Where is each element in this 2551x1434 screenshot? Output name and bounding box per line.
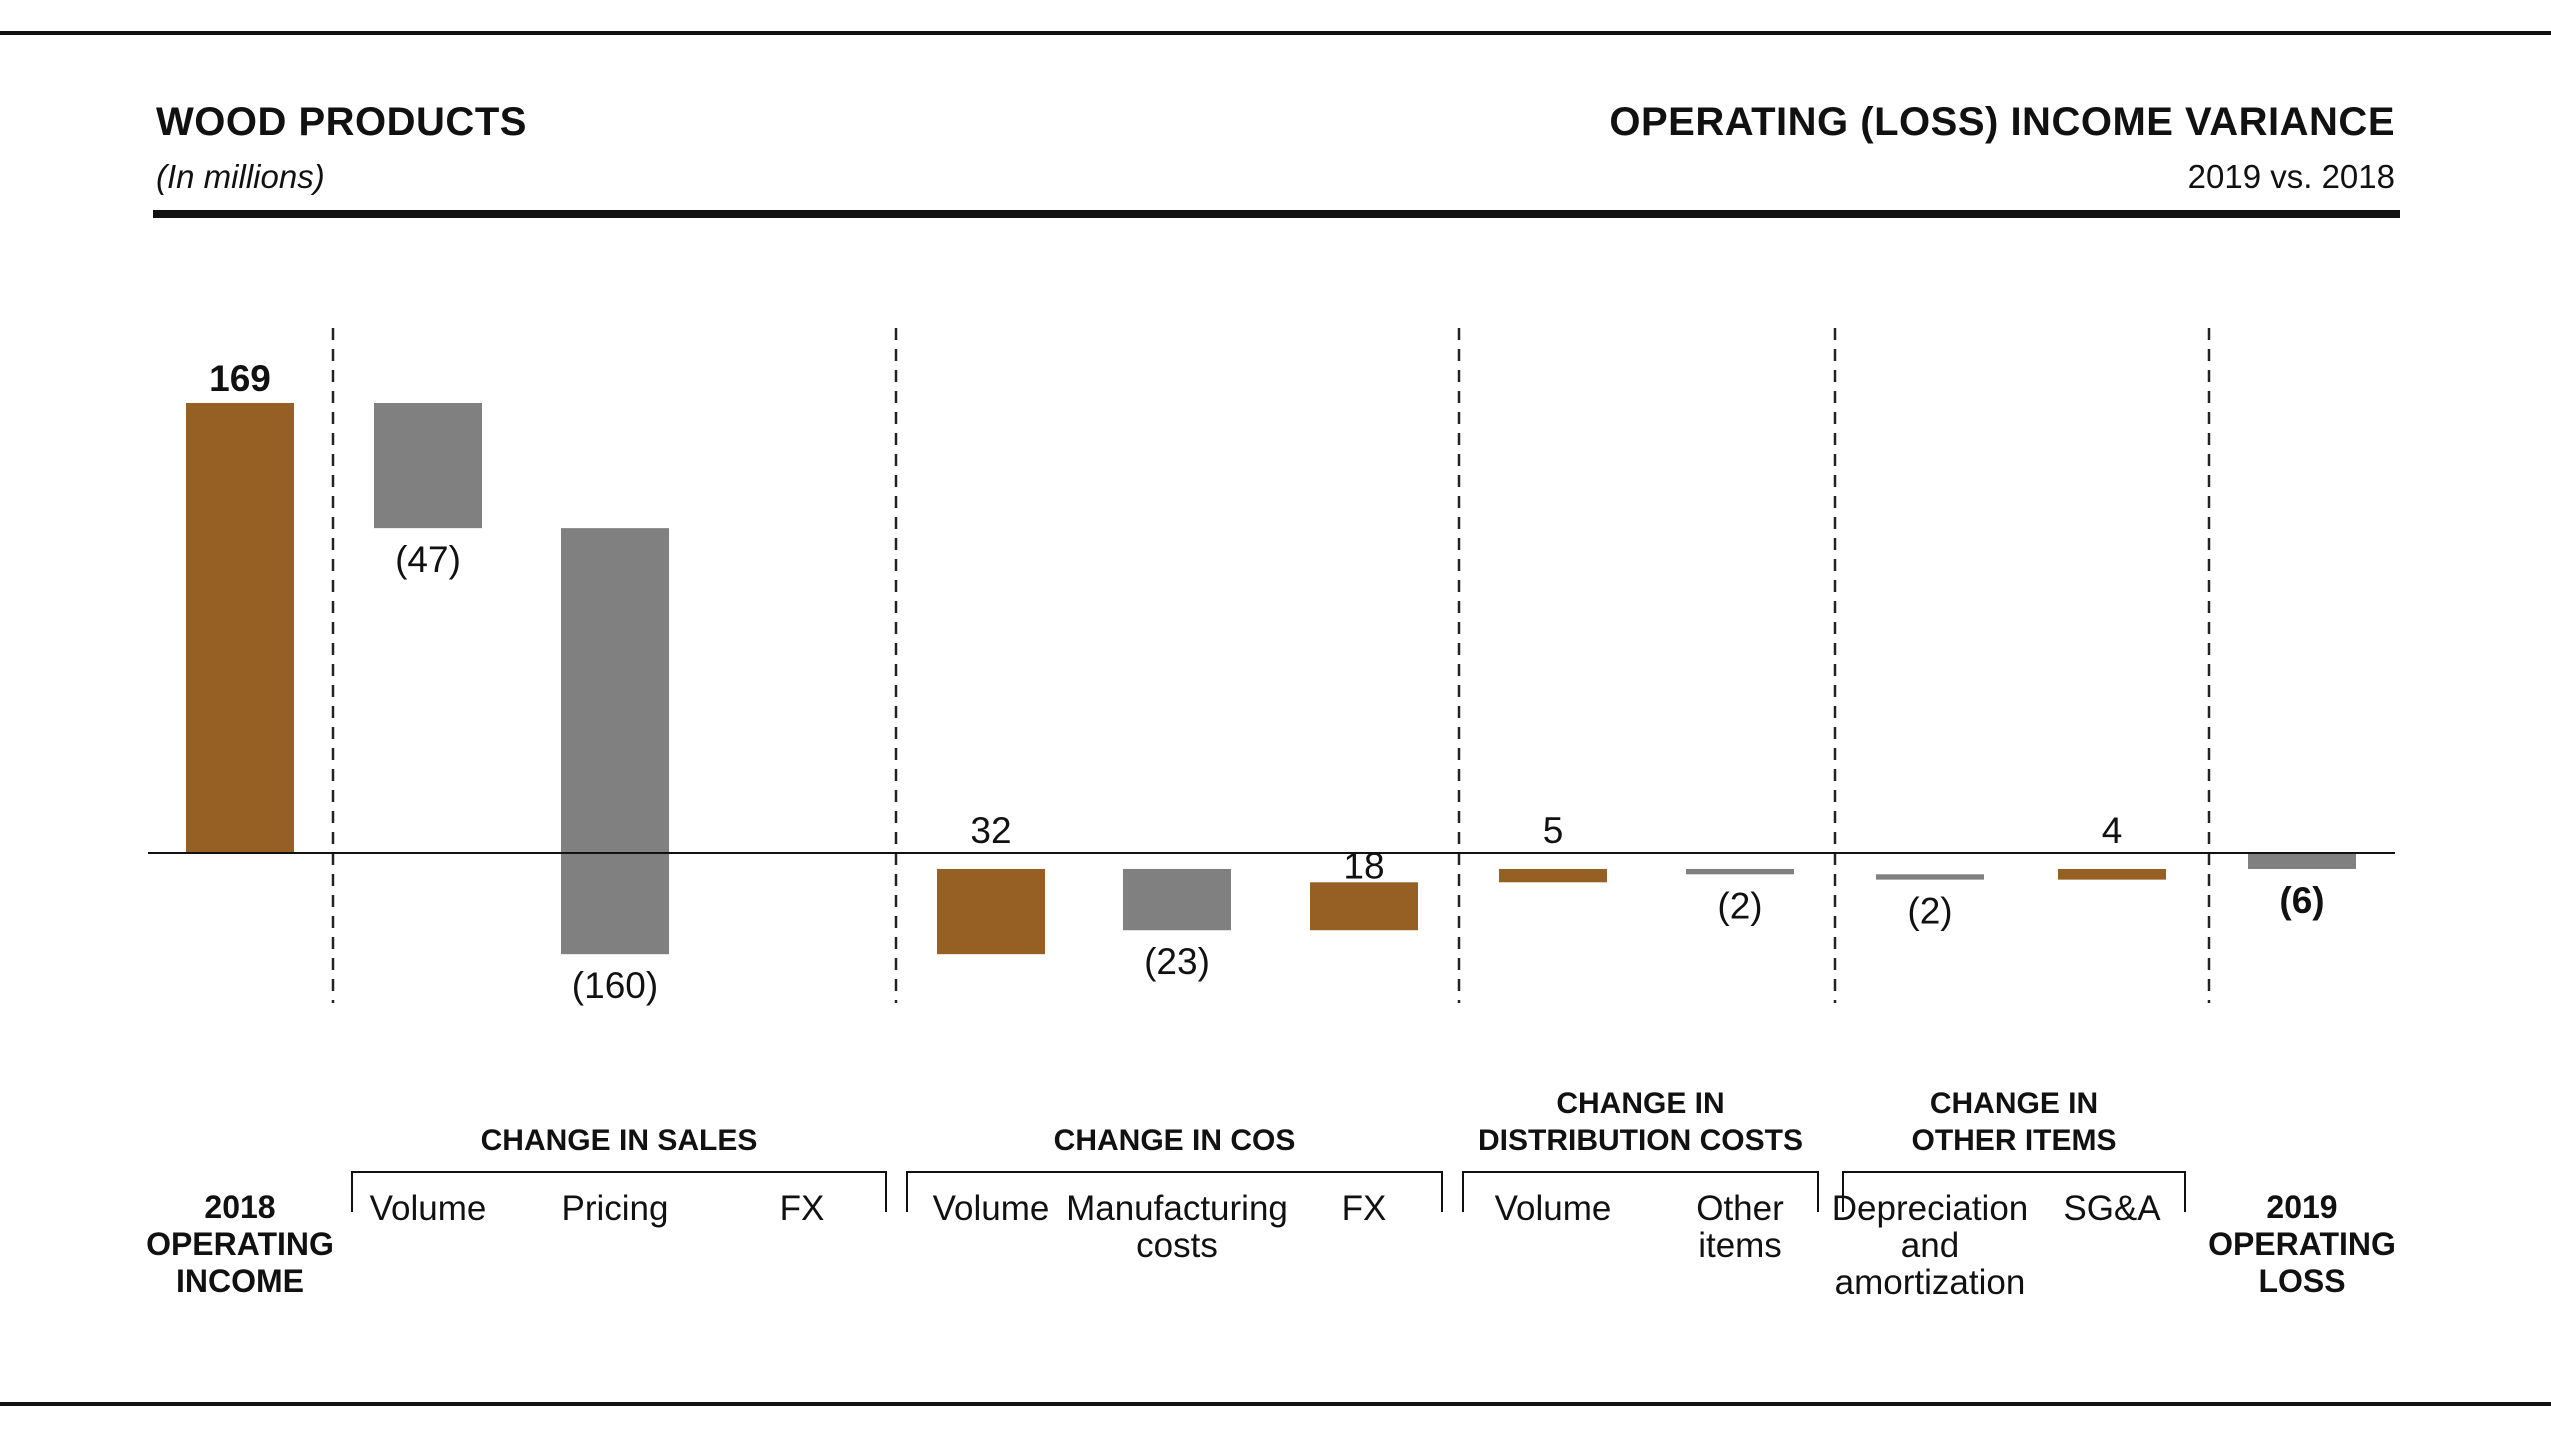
section-title: WOOD PRODUCTS	[156, 100, 527, 144]
period-label: 2019 vs. 2018	[2187, 158, 2395, 195]
category-label: Volume	[1495, 1189, 1612, 1228]
data-label: 4	[2102, 810, 2123, 851]
category-label: Pricing	[562, 1189, 669, 1228]
category-label: Volume	[933, 1189, 1050, 1228]
total-axis-label: 2018	[204, 1189, 275, 1225]
data-label: (2)	[1717, 885, 1762, 926]
data-label: (6)	[2279, 880, 2324, 921]
waterfall-bar	[561, 528, 669, 955]
unit-note: (In millions)	[156, 158, 325, 195]
category-label: FX	[1342, 1189, 1387, 1228]
data-label: 169	[209, 358, 271, 399]
group-title: CHANGE IN SALES	[481, 1124, 758, 1157]
category-label: amortization	[1835, 1263, 2026, 1302]
data-label: 18	[1343, 845, 1384, 886]
group-title: CHANGE IN	[1556, 1087, 1724, 1120]
data-label: 32	[970, 810, 1011, 851]
group-title: OTHER ITEMS	[1911, 1124, 2116, 1157]
total-axis-label: OPERATING	[2208, 1226, 2396, 1262]
waterfall-bar	[1310, 882, 1418, 931]
waterfall-bar	[1876, 874, 1984, 880]
data-label: (2)	[1907, 891, 1952, 932]
category-label: items	[1698, 1226, 1782, 1265]
category-label: and	[1901, 1226, 1959, 1265]
category-label: FX	[780, 1189, 825, 1228]
waterfall-bar	[1123, 868, 1231, 931]
category-label: Manufacturing	[1066, 1189, 1288, 1228]
total-axis-label: 2019	[2266, 1189, 2337, 1225]
waterfall-bar	[937, 868, 1045, 955]
category-label: Depreciation	[1832, 1189, 2029, 1228]
waterfall-bar	[1686, 868, 1794, 875]
data-label: (23)	[1144, 941, 1210, 982]
total-axis-label: LOSS	[2258, 1263, 2345, 1299]
group-bracket	[351, 1171, 887, 1212]
category-label: SG&A	[2063, 1189, 2161, 1228]
group-bracket	[1842, 1171, 2186, 1212]
group-title: CHANGE IN COS	[1054, 1124, 1296, 1157]
header-rule	[153, 210, 2400, 218]
chart-title: OPERATING (LOSS) INCOME VARIANCE	[1609, 100, 2395, 144]
data-label: (47)	[395, 539, 461, 580]
waterfall-bar	[186, 403, 294, 853]
waterfall-bar	[1499, 868, 1607, 883]
data-label: 5	[1543, 810, 1564, 851]
waterfall-bar	[2058, 868, 2166, 880]
category-label: Other	[1696, 1189, 1784, 1228]
waterfall-bar	[374, 403, 482, 529]
top-rule	[0, 31, 2551, 35]
waterfall-bar	[2248, 853, 2356, 869]
total-axis-label: OPERATING	[146, 1226, 334, 1262]
group-bracket	[906, 1171, 1443, 1212]
group-title: CHANGE IN	[1930, 1087, 2098, 1120]
category-label: costs	[1136, 1226, 1218, 1265]
total-axis-label: INCOME	[176, 1263, 304, 1299]
group-bracket	[1462, 1171, 1819, 1212]
group-title: DISTRIBUTION COSTS	[1478, 1124, 1803, 1157]
bottom-rule	[0, 1402, 2551, 1406]
data-label: (160)	[572, 965, 658, 1006]
category-label: Volume	[370, 1189, 487, 1228]
